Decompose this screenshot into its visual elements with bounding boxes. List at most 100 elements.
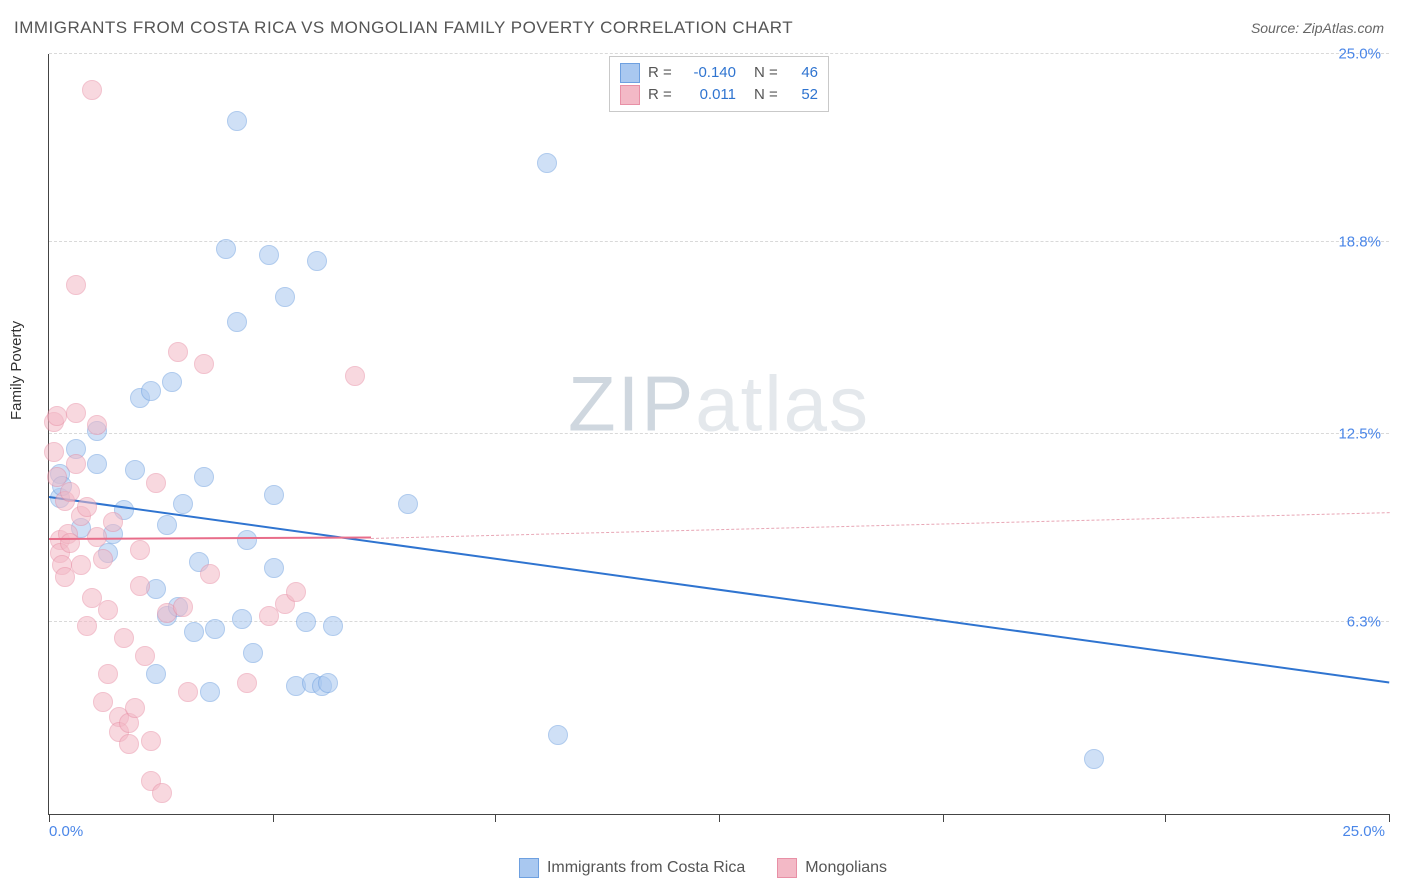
source-label: Source: ZipAtlas.com — [1251, 20, 1384, 36]
scatter-point — [318, 673, 338, 693]
scatter-point — [93, 549, 113, 569]
scatter-point — [286, 582, 306, 602]
scatter-point — [125, 460, 145, 480]
scatter-point — [87, 454, 107, 474]
y-axis-label: Family Poverty — [8, 321, 25, 420]
legend-swatch-mongolians — [620, 85, 640, 105]
scatter-point — [345, 366, 365, 386]
scatter-point — [146, 473, 166, 493]
gridline — [49, 53, 1389, 54]
legend-stat-r-value: -0.140 — [684, 62, 736, 84]
scatter-point — [296, 612, 316, 632]
y-tick-label: 12.5% — [1338, 426, 1381, 443]
scatter-point — [66, 403, 86, 423]
scatter-point — [173, 597, 193, 617]
scatter-point — [194, 467, 214, 487]
y-tick-label: 25.0% — [1338, 46, 1381, 63]
scatter-point — [323, 616, 343, 636]
scatter-point — [548, 725, 568, 745]
scatter-point — [173, 494, 193, 514]
scatter-point — [77, 497, 97, 517]
scatter-point — [152, 783, 172, 803]
scatter-point — [130, 540, 150, 560]
legend-stat-r-value: 0.011 — [684, 84, 736, 106]
scatter-point — [162, 372, 182, 392]
scatter-point — [135, 646, 155, 666]
scatter-point — [141, 381, 161, 401]
x-tick — [1165, 814, 1166, 822]
scatter-point — [146, 664, 166, 684]
scatter-point — [47, 406, 67, 426]
legend-top: R = -0.140 N = 46 R = 0.011 N = 52 — [609, 56, 829, 112]
scatter-point — [200, 682, 220, 702]
scatter-point — [184, 622, 204, 642]
scatter-point — [194, 354, 214, 374]
scatter-point — [275, 287, 295, 307]
scatter-point — [398, 494, 418, 514]
legend-top-row-costarica: R = -0.140 N = 46 — [620, 62, 818, 84]
legend-stat-n-label: N = — [754, 84, 782, 106]
legend-stat-n-label: N = — [754, 62, 782, 84]
gridline — [49, 241, 1389, 242]
scatter-point — [93, 692, 113, 712]
legend-stat-r-label: R = — [648, 62, 676, 84]
scatter-point — [537, 153, 557, 173]
scatter-point — [60, 482, 80, 502]
scatter-point — [60, 533, 80, 553]
legend-swatch-costarica — [620, 63, 640, 83]
scatter-point — [227, 111, 247, 131]
x-tick — [1389, 814, 1390, 822]
x-tick — [495, 814, 496, 822]
y-tick-label: 6.3% — [1347, 614, 1381, 631]
x-tick — [719, 814, 720, 822]
scatter-point — [87, 415, 107, 435]
scatter-point — [259, 245, 279, 265]
scatter-point — [264, 485, 284, 505]
scatter-point — [178, 682, 198, 702]
legend-bottom-item-costarica: Immigrants from Costa Rica — [519, 858, 745, 878]
x-tick-label-min: 0.0% — [49, 823, 83, 840]
y-tick-label: 18.8% — [1338, 234, 1381, 251]
x-tick — [943, 814, 944, 822]
legend-stat-n-value: 52 — [790, 84, 818, 106]
trend-line — [371, 512, 1389, 539]
scatter-point — [77, 616, 97, 636]
scatter-point — [232, 609, 252, 629]
scatter-point — [82, 80, 102, 100]
scatter-point — [98, 600, 118, 620]
correlation-scatter-chart: ZIPatlas R = -0.140 N = 46 R = 0.011 N =… — [48, 54, 1389, 815]
scatter-point — [125, 698, 145, 718]
scatter-point — [71, 555, 91, 575]
x-tick-label-max: 25.0% — [1342, 823, 1385, 840]
scatter-point — [66, 454, 86, 474]
scatter-point — [130, 576, 150, 596]
scatter-point — [103, 512, 123, 532]
gridline — [49, 433, 1389, 434]
scatter-point — [264, 558, 284, 578]
legend-stat-n-value: 46 — [790, 62, 818, 84]
x-tick — [273, 814, 274, 822]
scatter-point — [216, 239, 236, 259]
scatter-point — [1084, 749, 1104, 769]
scatter-point — [141, 731, 161, 751]
legend-series-label: Mongolians — [805, 859, 887, 877]
legend-stat-r-label: R = — [648, 84, 676, 106]
legend-series-label: Immigrants from Costa Rica — [547, 859, 745, 877]
scatter-point — [168, 342, 188, 362]
scatter-point — [205, 619, 225, 639]
scatter-point — [227, 312, 247, 332]
legend-swatch-mongolians — [777, 858, 797, 878]
legend-bottom: Immigrants from Costa Rica Mongolians — [0, 858, 1406, 878]
legend-top-row-mongolians: R = 0.011 N = 52 — [620, 84, 818, 106]
page-title: IMMIGRANTS FROM COSTA RICA VS MONGOLIAN … — [14, 18, 793, 38]
legend-bottom-item-mongolians: Mongolians — [777, 858, 887, 878]
scatter-point — [98, 664, 118, 684]
watermark: ZIPatlas — [568, 358, 870, 449]
scatter-point — [237, 530, 257, 550]
scatter-point — [307, 251, 327, 271]
scatter-point — [66, 275, 86, 295]
scatter-point — [114, 628, 134, 648]
scatter-point — [119, 734, 139, 754]
scatter-point — [243, 643, 263, 663]
x-tick — [49, 814, 50, 822]
